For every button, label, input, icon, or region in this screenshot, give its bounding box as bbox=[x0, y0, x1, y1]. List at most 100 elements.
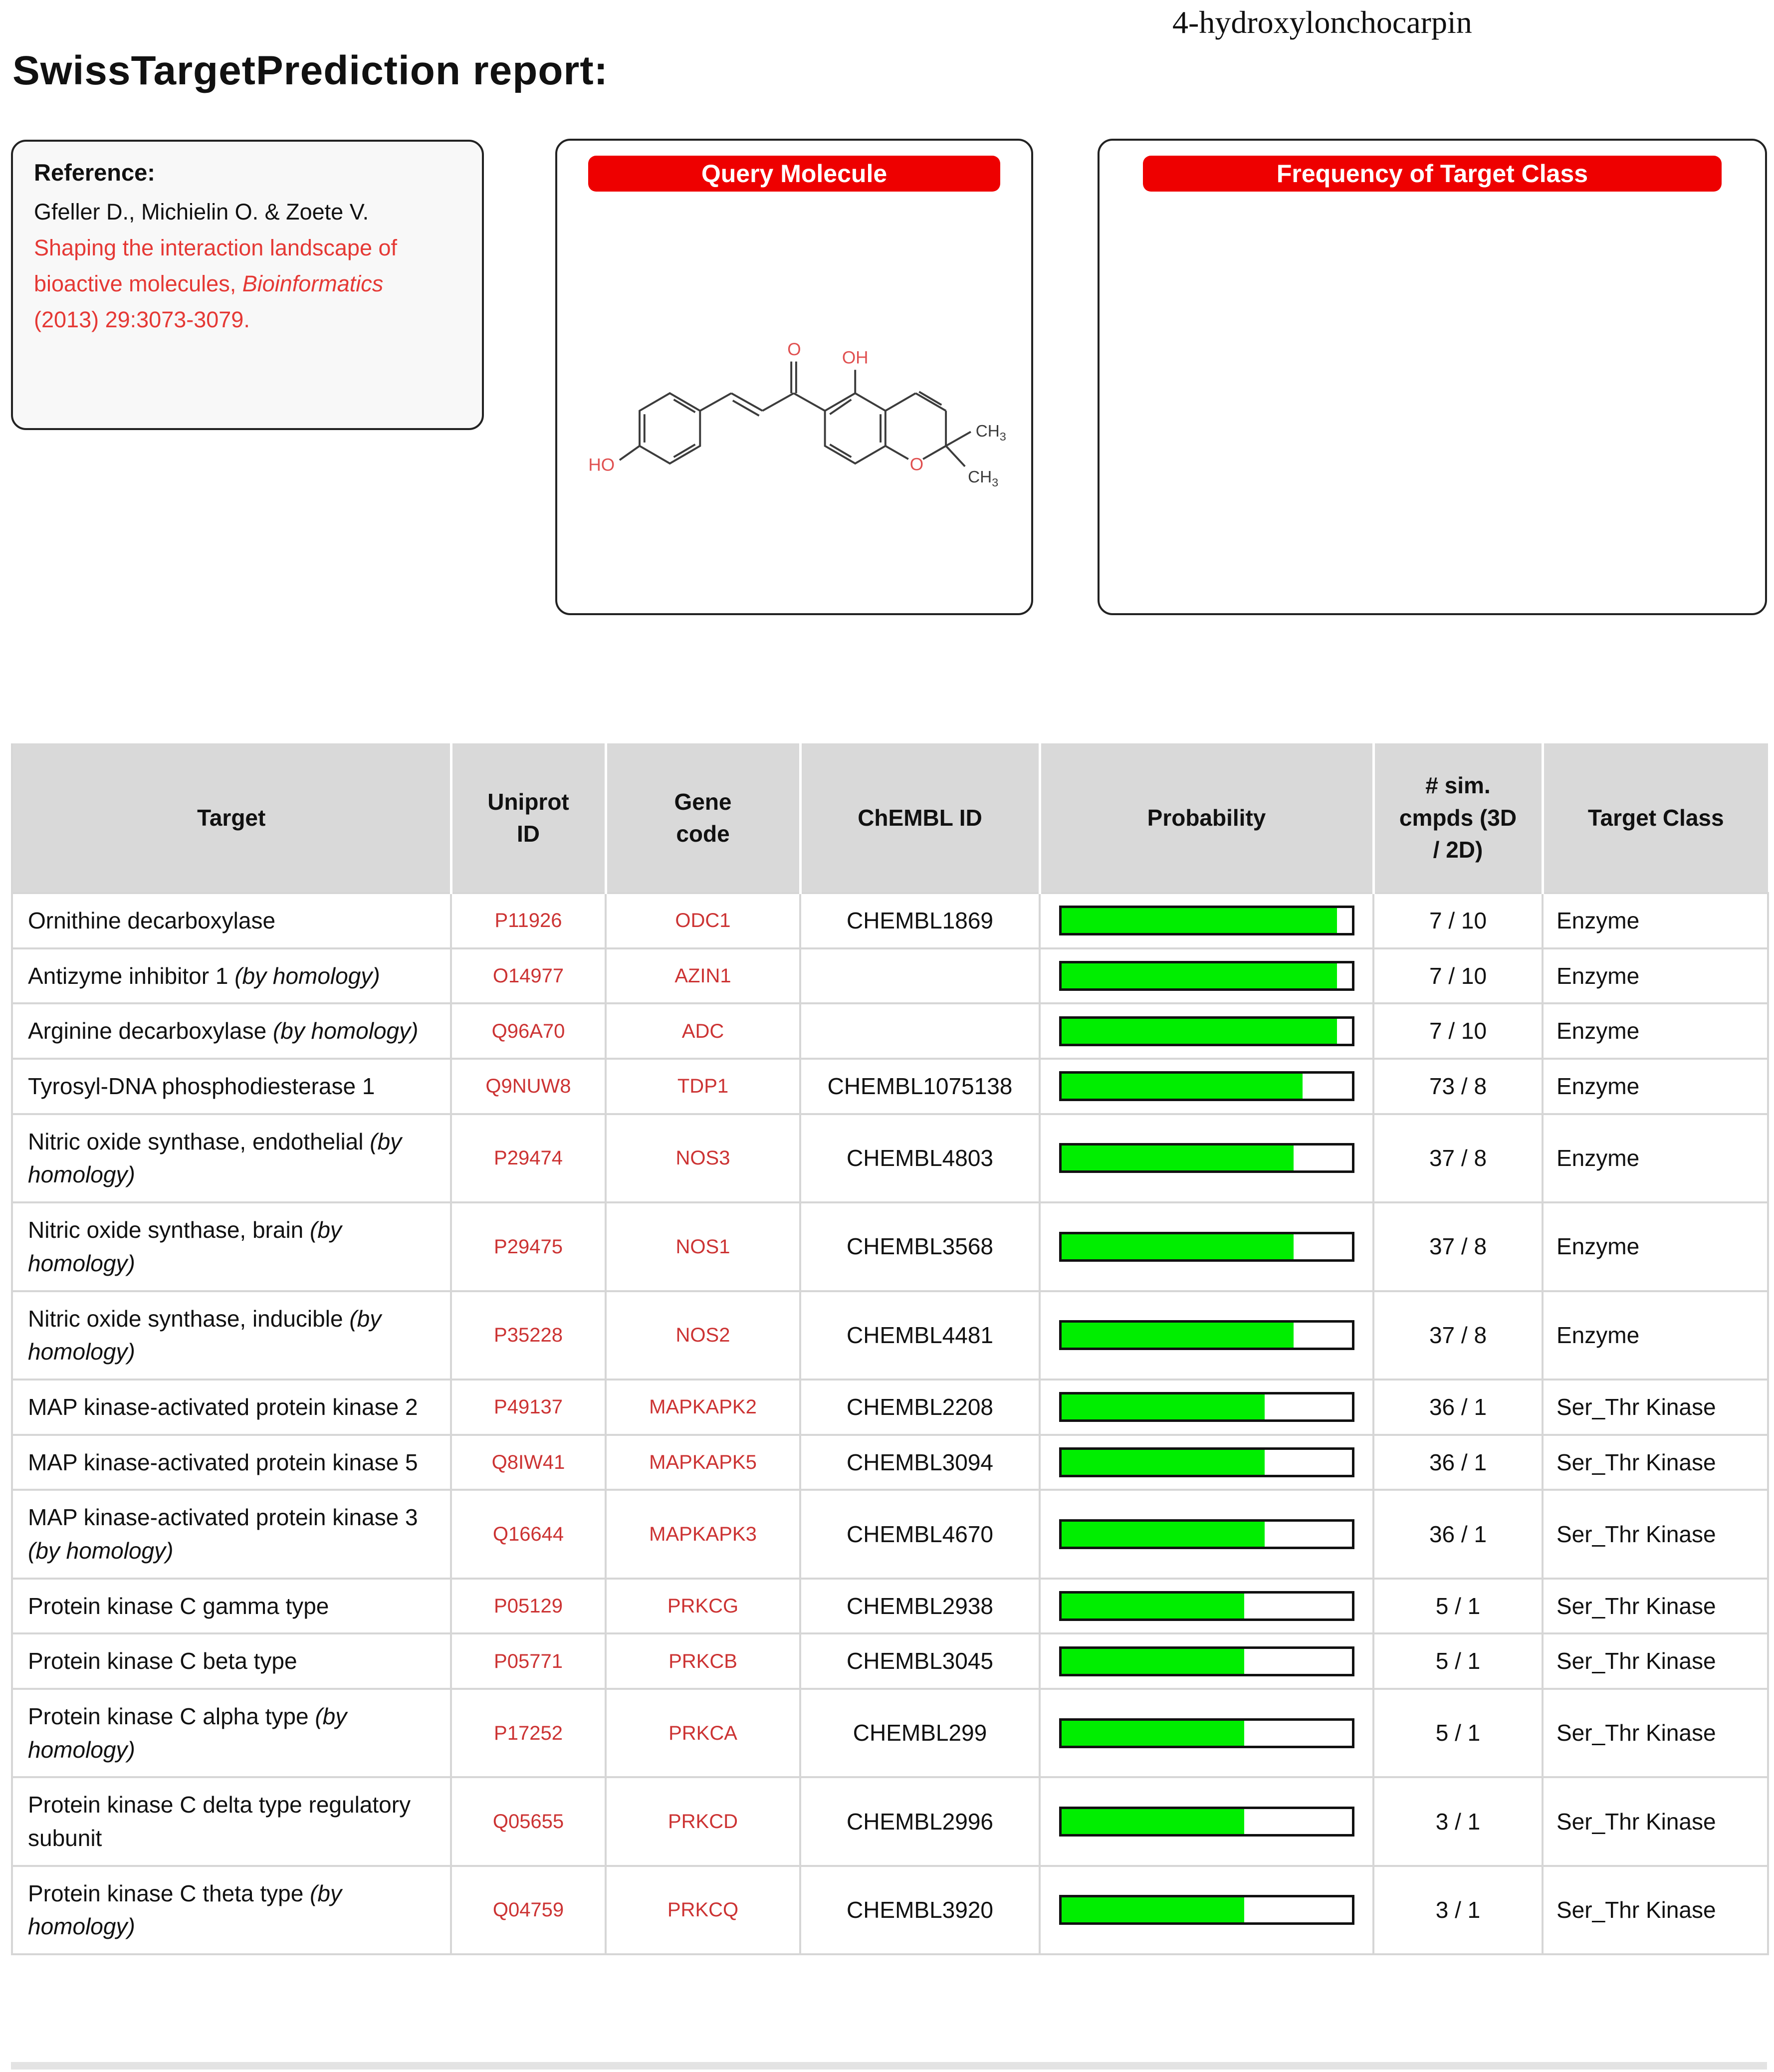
probability-bar bbox=[1059, 1895, 1354, 1925]
target-class-cell: Ser_Thr Kinase bbox=[1542, 1489, 1769, 1580]
similar-compounds-cell: 3 / 1 bbox=[1372, 1776, 1544, 1867]
uniprot-id-link[interactable]: Q96A70 bbox=[450, 1002, 607, 1060]
probability-bar-fill bbox=[1061, 1449, 1265, 1475]
target-name-cell: MAP kinase-activated protein kinase 5 bbox=[11, 1433, 452, 1491]
target-class-cell: Enzyme bbox=[1542, 1058, 1769, 1115]
chembl-id-cell: CHEMBL3568 bbox=[799, 1201, 1041, 1292]
target-name: MAP kinase-activated protein kinase 3 bbox=[28, 1504, 418, 1531]
gene-code-link[interactable]: PRKCD bbox=[605, 1776, 801, 1867]
uniprot-id-link[interactable]: P35228 bbox=[450, 1290, 607, 1381]
reference-citation-line2-text: bioactive molecules, bbox=[34, 271, 242, 296]
methyl-2-label: CH3 bbox=[968, 468, 998, 489]
target-name-cell: Protein kinase C gamma type bbox=[11, 1577, 452, 1635]
probability-bar-fill bbox=[1061, 1323, 1294, 1348]
reference-citation-line2: bioactive molecules, Bioinformatics bbox=[34, 266, 461, 302]
probability-bar bbox=[1059, 1392, 1354, 1422]
table-row: Ornithine decarboxylase P11926 ODC1 CHEMBL1… bbox=[11, 892, 1769, 949]
probability-bar bbox=[1059, 1143, 1354, 1173]
similar-compounds-cell: 36 / 1 bbox=[1372, 1378, 1544, 1436]
carbonyl-oxygen-label: O bbox=[787, 340, 801, 359]
uniprot-id-link[interactable]: Q16644 bbox=[450, 1489, 607, 1580]
uniprot-id-link[interactable]: O14977 bbox=[450, 947, 607, 1005]
reference-authors: Gfeller D., Michielin O. & Zoete V. bbox=[34, 199, 369, 225]
probability-bar bbox=[1059, 906, 1354, 936]
chembl-id-cell: CHEMBL2938 bbox=[799, 1577, 1041, 1635]
probability-cell bbox=[1039, 1058, 1374, 1115]
target-class-cell: Enzyme bbox=[1542, 892, 1769, 949]
probability-cell bbox=[1039, 1864, 1374, 1956]
probability-bar bbox=[1059, 1231, 1354, 1262]
target-name: Arginine decarboxylase bbox=[28, 1018, 273, 1044]
column-header-target: Target bbox=[11, 743, 451, 894]
gene-code-link[interactable]: NOS3 bbox=[605, 1113, 801, 1204]
ring-oxygen-label: O bbox=[910, 455, 923, 474]
target-name-cell: Nitric oxide synthase, endothelial (by h… bbox=[11, 1113, 452, 1204]
uniprot-id-link[interactable]: Q05655 bbox=[450, 1776, 607, 1867]
probability-cell bbox=[1039, 892, 1374, 949]
gene-code-link[interactable]: NOS2 bbox=[605, 1290, 801, 1381]
gene-code-link[interactable]: PRKCQ bbox=[605, 1864, 801, 1956]
similar-compounds-cell: 37 / 8 bbox=[1372, 1201, 1544, 1292]
similar-compounds-cell: 5 / 1 bbox=[1372, 1687, 1544, 1779]
target-name-cell: Arginine decarboxylase (by homology) bbox=[11, 1002, 452, 1060]
uniprot-id-link[interactable]: P17252 bbox=[450, 1687, 607, 1779]
table-header-row: Target Uniprot ID Gene code ChEMBL ID Pr… bbox=[11, 743, 1768, 894]
molecule-structure-image: HO O OH O CH3 CH3 bbox=[588, 340, 1006, 489]
uniprot-id-link[interactable]: P29474 bbox=[450, 1113, 607, 1204]
uniprot-id-link[interactable]: Q9NUW8 bbox=[450, 1058, 607, 1115]
gene-code-link[interactable]: NOS1 bbox=[605, 1201, 801, 1292]
probability-cell bbox=[1039, 1776, 1374, 1867]
probability-cell bbox=[1039, 1113, 1374, 1204]
table-bottom-strip bbox=[11, 2062, 1767, 2070]
gene-code-link[interactable]: MAPKAPK3 bbox=[605, 1489, 801, 1580]
uniprot-id-link[interactable]: P11926 bbox=[450, 892, 607, 949]
gene-code-link[interactable]: TDP1 bbox=[605, 1058, 801, 1115]
column-header-gene-code: Gene code bbox=[604, 743, 800, 894]
gene-code-link[interactable]: PRKCG bbox=[605, 1577, 801, 1635]
gene-code-link[interactable]: PRKCB bbox=[605, 1632, 801, 1690]
target-name: Tyrosyl-DNA phosphodiesterase 1 bbox=[28, 1073, 375, 1100]
target-name-homology-note: (by homology) bbox=[234, 962, 380, 989]
probability-bar bbox=[1059, 961, 1354, 991]
target-class-cell: Enzyme bbox=[1542, 1113, 1769, 1204]
target-name-cell: Protein kinase C beta type bbox=[11, 1632, 452, 1690]
probability-cell bbox=[1039, 1632, 1374, 1690]
hydroxyl-top-label: OH bbox=[842, 348, 869, 368]
target-class-cell: Ser_Thr Kinase bbox=[1542, 1577, 1769, 1635]
chembl-id-cell: CHEMBL2208 bbox=[799, 1378, 1041, 1436]
target-class-cell: Ser_Thr Kinase bbox=[1542, 1433, 1769, 1491]
table-row: Protein kinase C theta type (by homology… bbox=[11, 1864, 1769, 1956]
probability-bar-fill bbox=[1061, 1648, 1245, 1674]
gene-code-link[interactable]: MAPKAPK2 bbox=[605, 1378, 801, 1436]
target-name-homology-note: (by homology) bbox=[272, 1018, 419, 1044]
target-name: Protein kinase C beta type bbox=[28, 1648, 297, 1674]
query-molecule-banner: Query Molecule bbox=[588, 156, 1001, 192]
target-class-cell: Enzyme bbox=[1542, 1002, 1769, 1060]
uniprot-id-link[interactable]: Q04759 bbox=[450, 1864, 607, 1956]
probability-bar-fill bbox=[1061, 1720, 1245, 1746]
chembl-id-cell: CHEMBL1869 bbox=[799, 892, 1041, 949]
target-name: Antizyme inhibitor 1 bbox=[28, 962, 235, 989]
gene-code-link[interactable]: ADC bbox=[605, 1002, 801, 1060]
table-row: Protein kinase C gamma type P05129 PRKCG CH… bbox=[11, 1577, 1769, 1635]
uniprot-id-link[interactable]: P29475 bbox=[450, 1201, 607, 1292]
probability-bar-fill bbox=[1061, 1074, 1303, 1099]
uniprot-id-link[interactable]: P05129 bbox=[450, 1577, 607, 1635]
probability-cell bbox=[1039, 947, 1374, 1005]
probability-bar bbox=[1059, 1016, 1354, 1046]
uniprot-id-link[interactable]: Q8IW41 bbox=[450, 1433, 607, 1491]
reference-citation-line1: Shaping the interaction landscape of bbox=[34, 235, 398, 260]
gene-code-link[interactable]: MAPKAPK5 bbox=[605, 1433, 801, 1491]
target-name: Protein kinase C gamma type bbox=[28, 1593, 329, 1619]
target-class-cell: Enzyme bbox=[1542, 1201, 1769, 1292]
uniprot-id-link[interactable]: P05771 bbox=[450, 1632, 607, 1690]
gene-code-link[interactable]: AZIN1 bbox=[605, 947, 801, 1005]
gene-code-link[interactable]: ODC1 bbox=[605, 892, 801, 949]
page-title: SwissTargetPrediction report: bbox=[12, 48, 608, 93]
uniprot-id-link[interactable]: P49137 bbox=[450, 1378, 607, 1436]
column-header-target-class: Target Class bbox=[1541, 743, 1768, 894]
gene-code-link[interactable]: PRKCA bbox=[605, 1687, 801, 1779]
chembl-id-cell: CHEMBL3045 bbox=[799, 1632, 1041, 1690]
similar-compounds-cell: 73 / 8 bbox=[1372, 1058, 1544, 1115]
probability-bar-fill bbox=[1061, 1018, 1337, 1044]
